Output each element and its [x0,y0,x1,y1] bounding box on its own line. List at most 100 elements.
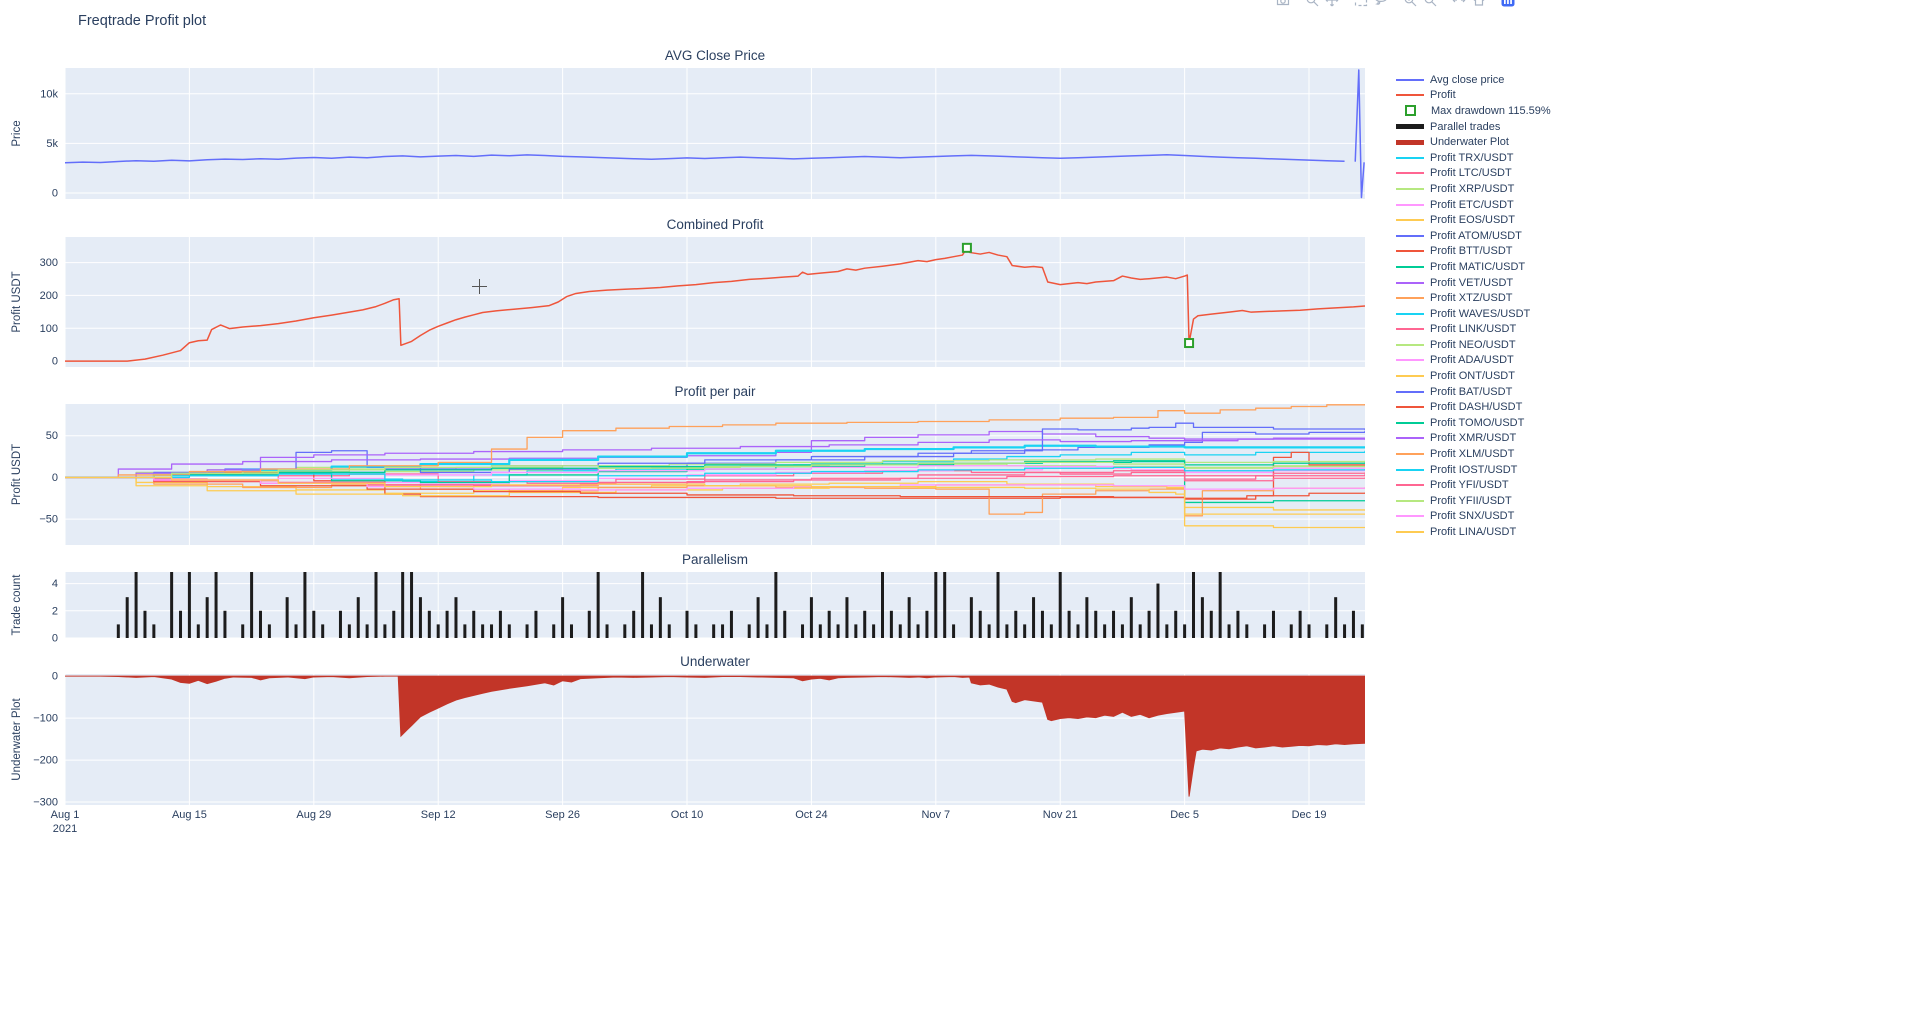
legend-item[interactable]: Profit XTZ/USDT [1396,290,1566,306]
legend-item[interactable]: Profit ONT/USDT [1396,368,1566,384]
legend-item[interactable]: Profit EOS/USDT [1396,212,1566,228]
legend-item[interactable]: Underwater Plot [1396,134,1566,150]
legend-swatch-icon [1396,453,1424,456]
legend-item[interactable]: Profit SNX/USDT [1396,509,1566,525]
series-Avg close price [65,153,1345,164]
legend-label: Profit YFII/USDT [1430,494,1512,507]
plotly-logo-icon[interactable] [1501,0,1516,8]
legend-item[interactable]: Max drawdown 115.59% [1396,103,1566,119]
y-tick-label: 50 [46,430,58,442]
zoom-icon[interactable] [1305,0,1320,8]
zoom-in-icon[interactable] [1403,0,1418,8]
legend-label: Profit MATIC/USDT [1430,260,1526,273]
legend-label: Profit DASH/USDT [1430,401,1523,414]
legend-item[interactable]: Profit TRX/USDT [1396,150,1566,166]
legend-label: Profit YFI/USDT [1430,479,1509,492]
legend-item[interactable]: Profit XLM/USDT [1396,446,1566,462]
legend-item[interactable]: Parallel trades [1396,119,1566,135]
legend-item[interactable]: Profit WAVES/USDT [1396,306,1566,322]
subplot-combined-profit: 0 100 200 300 Combined Profit Profit USDT [11,217,1365,368]
plot-area-combined-profit[interactable] [65,237,1365,367]
y-tick-label: −300 [33,797,58,809]
legend-item[interactable]: Profit MATIC/USDT [1396,259,1566,275]
legend-label: Profit [1430,89,1456,102]
legend-item[interactable]: Profit ADA/USDT [1396,353,1566,369]
legend-item[interactable]: Profit LTC/USDT [1396,166,1566,182]
legend-swatch-icon [1396,531,1424,534]
legend-swatch-icon [1396,468,1424,471]
legend-label: Profit LINK/USDT [1430,323,1517,336]
legend-label: Profit TRX/USDT [1430,151,1514,164]
legend-item[interactable]: Profit YFII/USDT [1396,493,1566,509]
legend-label: Profit XTZ/USDT [1430,292,1513,305]
y-tick-label: −50 [39,514,58,526]
y-tick-label: 0 [52,356,58,368]
x-tick-label: Aug 15 [172,809,207,821]
y-tick-label: 100 [40,323,58,335]
legend-item[interactable]: Profit BTT/USDT [1396,244,1566,260]
legend-swatch-icon [1396,312,1424,315]
legend-item[interactable]: Avg close price [1396,72,1566,88]
legend-item[interactable]: Profit LINA/USDT [1396,524,1566,540]
legend-swatch-icon [1396,328,1424,331]
y-tick-label: 0 [52,671,58,683]
subplot-avg-close-price: 0 5k 10k AVG Close Price Price [11,48,1365,200]
legend-swatch-icon [1396,515,1424,518]
plot-area-avg-close-price[interactable] [65,68,1365,199]
x-tick-label: Oct 10 [671,809,703,821]
legend-item[interactable]: Profit BAT/USDT [1396,384,1566,400]
legend-item[interactable]: Profit NEO/USDT [1396,337,1566,353]
legend-item[interactable]: Profit IOST/USDT [1396,462,1566,478]
lasso-select-icon[interactable] [1374,0,1389,8]
x-tick-label: Aug 29 [296,809,331,821]
y-tick-label: 5k [46,138,58,150]
legend-item[interactable]: Profit XMR/USDT [1396,431,1566,447]
legend-item[interactable]: Profit TOMO/USDT [1396,415,1566,431]
y-tick-label: 2 [52,605,58,617]
legend-swatch-icon [1396,187,1424,190]
legend-swatch-icon [1396,297,1424,300]
legend-swatch-icon [1396,421,1424,424]
legend-label: Profit EOS/USDT [1430,214,1515,227]
legend-swatch-icon [1396,437,1424,440]
legend-item[interactable]: Profit VET/USDT [1396,275,1566,291]
subplot-title-combined-profit: Combined Profit [667,217,764,232]
page-title: Freqtrade Profit plot [78,13,207,29]
legend-label: Profit SNX/USDT [1430,510,1515,523]
y-axis-title-underwater: Underwater Plot [11,697,23,780]
legend-item[interactable]: Profit DASH/USDT [1396,399,1566,415]
camera-icon[interactable] [1276,0,1291,8]
legend-swatch-icon [1396,78,1424,81]
legend-swatch-icon [1396,250,1424,253]
legend-swatch-icon [1396,484,1424,487]
legend-item[interactable]: Profit [1396,88,1566,104]
max-drawdown-marker [961,242,972,253]
legend-item[interactable]: Profit LINK/USDT [1396,322,1566,338]
legend-label: Profit XRP/USDT [1430,182,1515,195]
legend-swatch-icon [1396,406,1424,409]
legend-label: Profit ETC/USDT [1430,198,1514,211]
legend-item[interactable]: Profit ATOM/USDT [1396,228,1566,244]
y-tick-label: 10k [40,88,58,100]
legend-item[interactable]: Profit XRP/USDT [1396,181,1566,197]
legend-swatch-icon [1396,203,1424,206]
legend-label: Profit ONT/USDT [1430,370,1515,383]
legend-swatch-icon [1396,139,1424,145]
box-select-icon[interactable] [1354,0,1369,8]
series-Profit DASH/USDT [65,476,1365,500]
autoscale-icon[interactable] [1452,0,1467,8]
reset-axes-icon[interactable] [1472,0,1487,8]
zoom-out-icon[interactable] [1423,0,1438,8]
pan-icon[interactable] [1325,0,1340,8]
subplot-underwater: 0 −100 −200 −300 Underwater Underwater Plot [11,654,1365,809]
y-tick-label: 4 [52,578,58,590]
legend-item[interactable]: Profit ETC/USDT [1396,197,1566,213]
subplot-parallelism: 0 2 4 Parallelism Trade count [11,552,1365,645]
x-tick-label: Aug 1 [51,809,80,821]
legend-item[interactable]: Profit YFI/USDT [1396,477,1566,493]
y-tick-label: −200 [33,755,58,767]
y-axis-title-profit-per-pair: Profit USDT [11,444,23,505]
legend-swatch-icon [1396,219,1424,222]
